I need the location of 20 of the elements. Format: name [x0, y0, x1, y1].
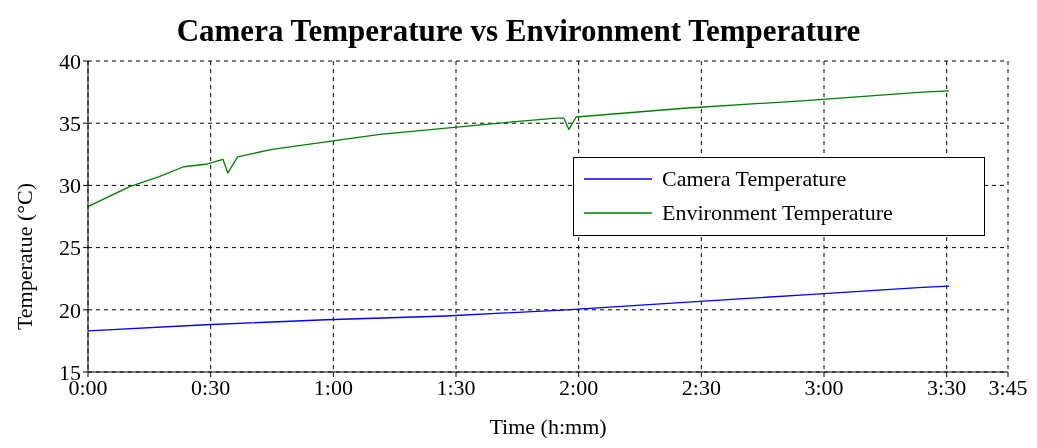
y-axis-title: Temperatue (°C) — [11, 182, 37, 331]
y-tick-label: 25 — [59, 235, 81, 261]
x-tick-label: 3:45 — [988, 374, 1028, 400]
x-tick-label: 0:30 — [191, 374, 231, 400]
x-tick-label: 2:30 — [681, 374, 721, 400]
line-series — [88, 90, 950, 208]
x-tick-label: 1:00 — [313, 374, 353, 400]
line-series — [88, 285, 950, 332]
x-tick-label: 3:00 — [804, 374, 844, 400]
chart-title: Camera Temperature vs Environment Temperature — [176, 13, 861, 48]
x-tick-label: 1:30 — [436, 374, 476, 400]
y-tick-label: 20 — [59, 297, 81, 323]
legend-label: Camera Temperature — [662, 165, 847, 193]
x-tick-label: 2:00 — [559, 374, 599, 400]
x-tick-label: 3:30 — [927, 374, 967, 400]
y-tick-label: 30 — [59, 173, 81, 199]
y-tick-label: 40 — [59, 48, 81, 74]
x-axis-title: Time (h:mm) — [489, 414, 607, 439]
legend-label: Environment Temperature — [662, 199, 893, 227]
y-tick-label: 35 — [59, 111, 81, 137]
